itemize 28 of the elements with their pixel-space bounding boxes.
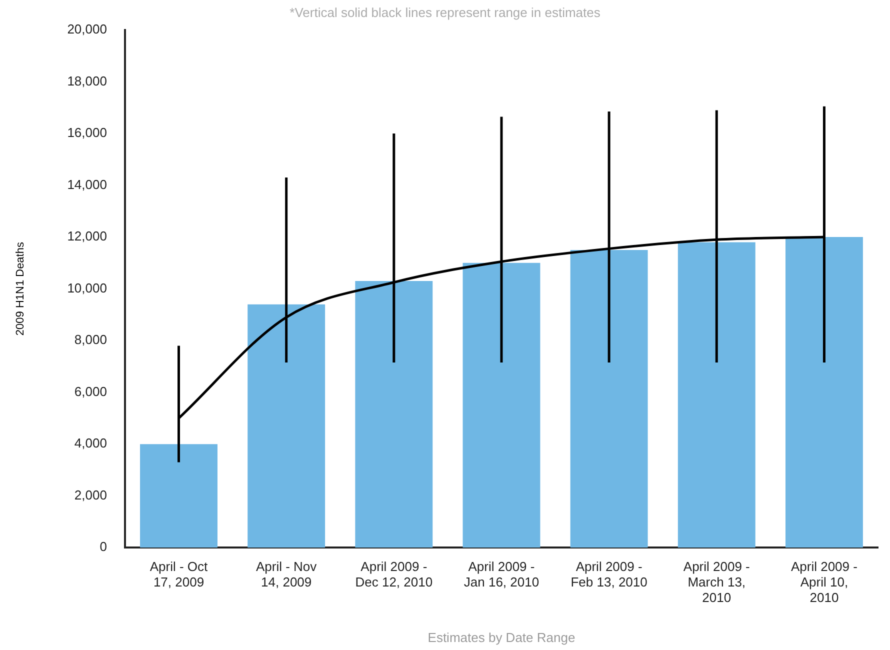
bar	[355, 281, 433, 548]
y-tick-label: 6,000	[74, 384, 107, 399]
bar	[248, 304, 326, 548]
x-tick-label: April 2009 - Dec 12, 2010	[355, 558, 433, 590]
bar	[140, 444, 218, 548]
x-tick-label: April - Nov 14, 2009	[256, 558, 318, 590]
x-tick-label: April 2009 - March 13, 2010	[683, 558, 750, 606]
y-tick-label: 0	[100, 539, 107, 554]
bar	[462, 262, 540, 548]
text: *Vertical solid black lines represent range in estimates	[288, 5, 602, 20]
y-axis-title: 2009 H1N1 Deaths	[14, 242, 27, 336]
bar	[570, 250, 648, 548]
bar	[785, 237, 863, 548]
y-tick-label: 4,000	[74, 436, 107, 451]
y-tick-label: 10,000	[67, 280, 107, 296]
y-tick-label: 18,000	[67, 73, 107, 88]
x-tick-label: April 2009 - April 10, 2010	[790, 558, 858, 606]
x-tick-label: April 2009 - Feb 13, 2010	[570, 558, 648, 590]
y-tick-label: 8,000	[74, 332, 107, 348]
y-tick-label: 16,000	[67, 125, 107, 140]
bar	[678, 242, 756, 548]
y-tick-label: 20,000	[67, 22, 107, 37]
y-tick-label: 12,000	[67, 228, 107, 244]
x-tick-label: April 2009 - Jan 16, 2010	[464, 558, 540, 590]
y-tick-label: 2,000	[74, 487, 107, 502]
x-tick-label: April - Oct 17, 2009	[150, 558, 208, 590]
x-axis-title: Estimates by Date Range	[428, 630, 576, 645]
y-tick-label: 14,000	[67, 176, 107, 192]
